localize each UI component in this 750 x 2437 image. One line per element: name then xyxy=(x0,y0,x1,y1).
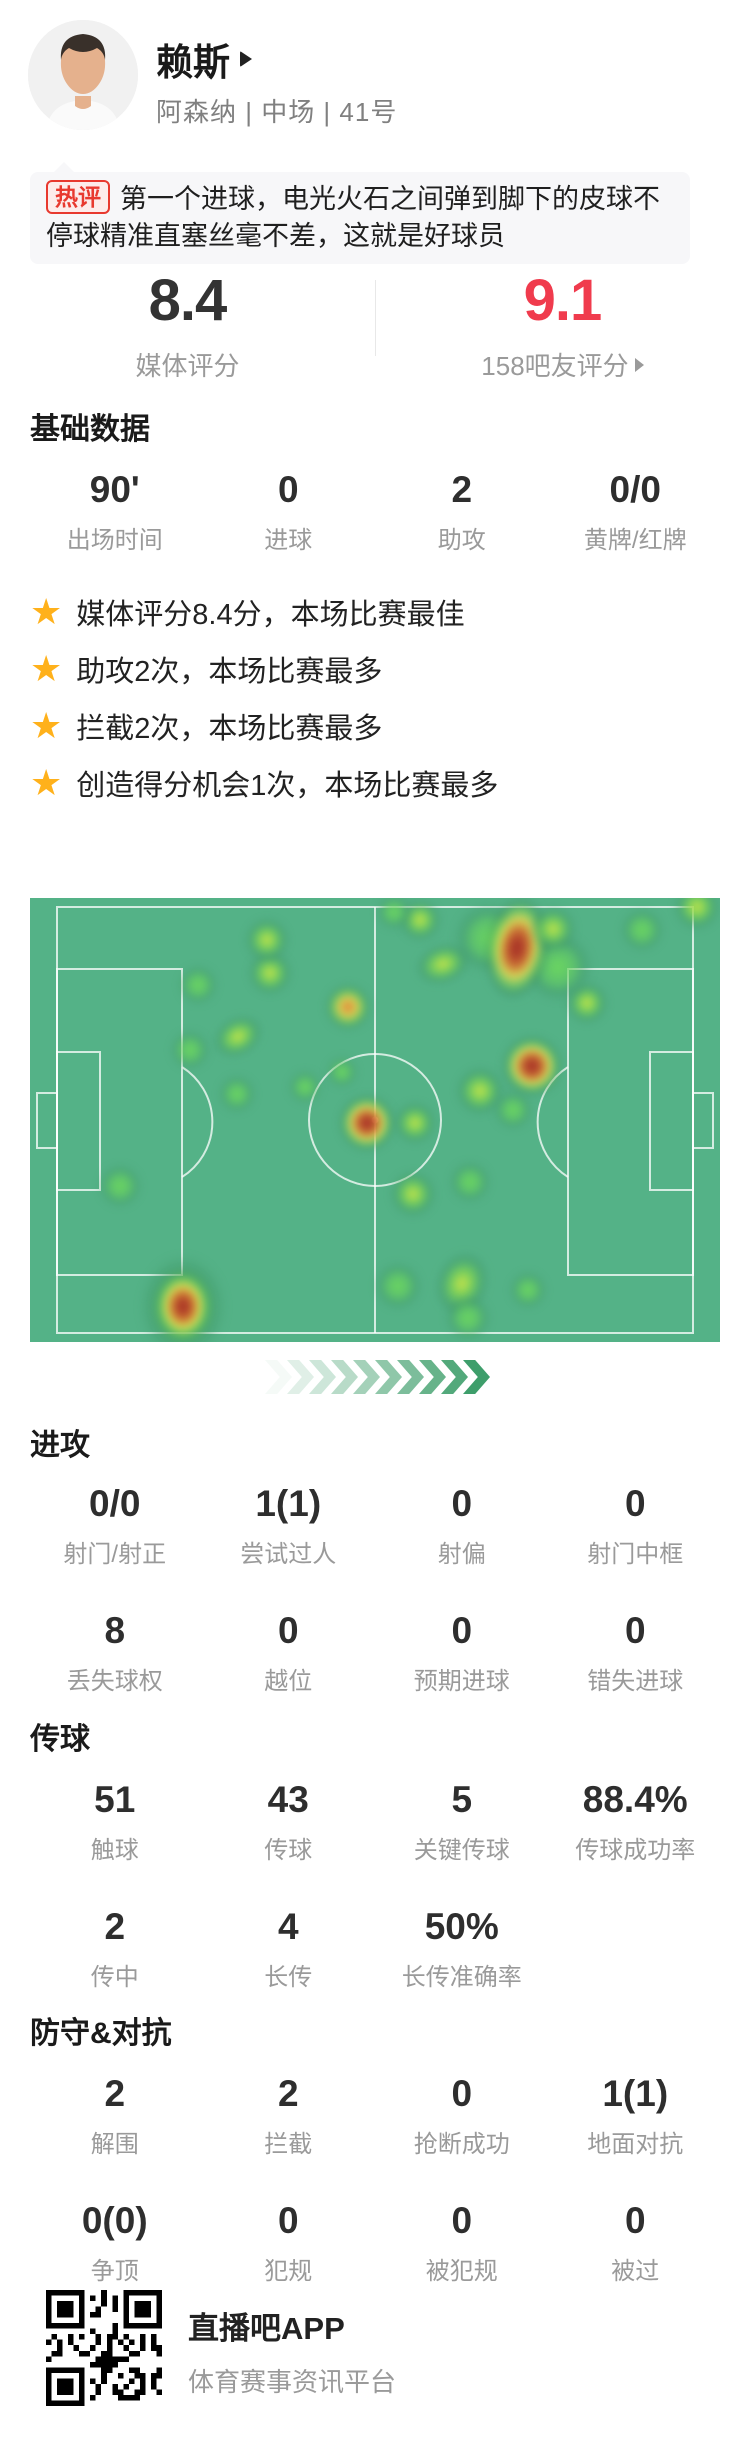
stat-shots: 0/0 射门/射正 xyxy=(63,1483,167,1568)
avatar-photo xyxy=(28,20,138,130)
stat-possession-lost: 8 丢失球权 xyxy=(66,1610,163,1695)
defense-stats-grid: 2 解围 2 拦截 0 抢断成功 1(1) 地面对抗 0(0) 争顶 0 犯规 0 被犯规 0… xyxy=(0,2072,750,2286)
media-rating: 8.4 媒体评分 xyxy=(0,268,375,383)
fans-rating[interactable]: 9.1 158吧友评分 xyxy=(375,268,750,383)
player-detail-arrow-icon xyxy=(240,51,252,67)
highlights-list: ★ 媒体评分8.4分，本场比赛最佳 ★ 助攻2次，本场比赛最多 ★ 拦截2次，本… xyxy=(30,591,730,803)
heatmap-pitch xyxy=(30,898,720,1342)
chevron-arrows-icon xyxy=(0,1360,750,1394)
highlight-item: ★ 拦截2次，本场比赛最多 xyxy=(30,705,383,746)
section-title-passing: 传球 xyxy=(30,1723,90,1756)
stat-tackles-won: 0 抢断成功 xyxy=(413,2073,510,2158)
stat-goals: 0 进球 xyxy=(264,469,313,554)
basic-stats-grid: 90' 出场时间 0 进球 2 助攻 0/0 黄牌/红牌 xyxy=(0,468,750,555)
star-icon: ★ xyxy=(30,591,63,632)
stat-offsides: 0 越位 xyxy=(264,1610,313,1695)
fans-rating-value: 9.1 xyxy=(523,268,603,333)
highlight-item: ★ 媒体评分8.4分，本场比赛最佳 xyxy=(30,591,465,632)
stat-empty xyxy=(549,1905,723,1992)
passing-stats-grid: 51 触球 43 传球 5 关键传球 88.4% 传球成功率 2 传中 4 长传 50% 长传… xyxy=(0,1778,750,1992)
stat-long-balls: 4 长传 xyxy=(264,1906,313,1991)
stat-interceptions: 2 拦截 xyxy=(264,2073,313,2158)
stat-key-passes: 5 关键传球 xyxy=(413,1779,510,1864)
stat-pass-accuracy: 88.4% 传球成功率 xyxy=(575,1779,696,1864)
player-team-position: 阿森纳 | 中场 | 41号 xyxy=(156,97,398,127)
stat-clearances: 2 解围 xyxy=(90,2073,139,2158)
stat-touches: 51 触球 xyxy=(90,1779,139,1864)
media-rating-label: 媒体评分 xyxy=(135,351,240,381)
stat-fouls: 0 犯规 xyxy=(264,2200,313,2285)
section-title-defense: 防守&对抗 xyxy=(30,2017,172,2050)
stat-crosses: 2 传中 xyxy=(90,1906,139,1991)
star-icon: ★ xyxy=(30,648,63,689)
stat-passes: 43 传球 xyxy=(264,1779,313,1864)
stat-dribbles: 1(1) 尝试过人 xyxy=(240,1483,337,1568)
media-rating-value: 8.4 xyxy=(148,268,228,333)
fans-rating-arrow-icon xyxy=(634,357,644,372)
player-name: 赖斯 xyxy=(156,42,230,83)
ratings-divider xyxy=(375,280,376,356)
hot-comment-badge: 热评 xyxy=(46,180,110,214)
app-name: 直播吧APP xyxy=(188,2311,345,2346)
stat-missed-chances: 0 错失进球 xyxy=(587,1610,684,1695)
ratings-row: 8.4 媒体评分 9.1 158吧友评分 xyxy=(0,268,750,388)
stat-minutes: 90' 出场时间 xyxy=(66,469,163,554)
highlight-item: ★ 创造得分机会1次，本场比赛最多 xyxy=(30,762,499,803)
stat-cards: 0/0 黄牌/红牌 xyxy=(583,469,687,554)
hot-comment-bubble: 热评 第一个进球，电光火石之间弹到脚下的皮球不停球精准直塞丝毫不差，这就是好球员 xyxy=(30,162,690,264)
stat-woodwork: 0 射门中框 xyxy=(587,1483,684,1568)
player-avatar[interactable] xyxy=(28,20,138,130)
stat-xg: 0 预期进球 xyxy=(413,1610,510,1695)
star-icon: ★ xyxy=(30,762,63,803)
fans-rating-label: 158吧友评分 xyxy=(375,346,750,383)
stat-ground-duels: 1(1) 地面对抗 xyxy=(587,2073,684,2158)
qr-code xyxy=(46,2290,162,2406)
stat-dribbled-past: 0 被过 xyxy=(611,2200,660,2285)
player-name-row[interactable]: 赖斯 xyxy=(156,32,252,86)
stat-aerial-duels: 0(0) 争顶 xyxy=(81,2200,148,2285)
hot-comment-text: 第一个进球，电光火石之间弹到脚下的皮球不停球精准直塞丝毫不差，这就是好球员 xyxy=(46,184,660,251)
highlight-item: ★ 助攻2次，本场比赛最多 xyxy=(30,648,383,689)
section-title-basic: 基础数据 xyxy=(30,413,150,446)
stat-shots-off: 0 射偏 xyxy=(437,1483,486,1568)
stat-fouled: 0 被犯规 xyxy=(425,2200,498,2285)
stat-assists: 2 助攻 xyxy=(437,469,486,554)
stat-long-ball-accuracy: 50% 长传准确率 xyxy=(401,1906,522,1991)
section-title-attack: 进攻 xyxy=(30,1429,90,1462)
star-icon: ★ xyxy=(30,705,63,746)
app-tagline: 体育赛事资讯平台 xyxy=(188,2367,397,2397)
